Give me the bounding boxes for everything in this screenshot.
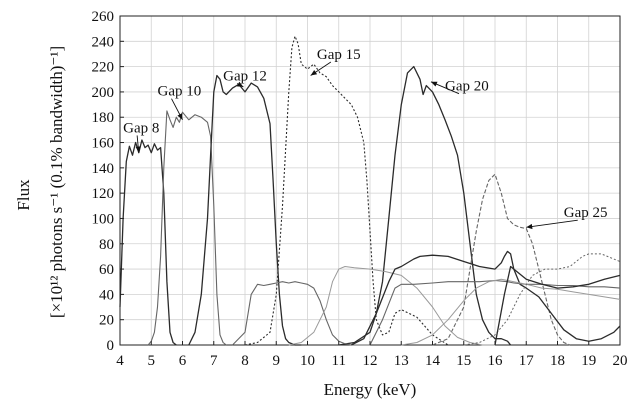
y-tick-label: 40 [99, 287, 114, 303]
y-tick-label: 80 [99, 237, 114, 253]
x-tick-label: 14 [425, 353, 441, 369]
x-tick-label: 9 [273, 353, 281, 369]
y-tick-label: 200 [92, 85, 115, 101]
annotation-label: Gap 10 [158, 84, 202, 100]
x-tick-label: 10 [300, 353, 315, 369]
y-tick-label: 140 [92, 161, 115, 177]
series-lines [119, 35, 621, 346]
annotation-label: Gap 12 [223, 69, 267, 85]
x-tick-label: 4 [116, 353, 124, 369]
x-axis-ticks: 4 5 6 7 8 9 10 11 12 13 14 15 16 17 18 19 20 [116, 341, 628, 369]
y-tick-label: 120 [92, 186, 115, 202]
series-line-2 [147, 110, 227, 346]
y-axis-units: [×10¹² photons s⁻¹ (0.1% bandwidth)⁻¹] [47, 46, 66, 318]
x-tick-label: 7 [210, 353, 218, 369]
y-tick-label: 240 [92, 34, 115, 50]
y-tick-label: 160 [92, 136, 115, 152]
series-line-7 [232, 281, 370, 346]
x-axis-label: Energy (keV) [324, 380, 417, 399]
x-tick-label: 12 [363, 353, 378, 369]
annotation-arrowhead [430, 81, 438, 87]
x-tick-label: 11 [332, 353, 346, 369]
y-tick-label: 180 [92, 110, 115, 126]
annotation-arrowhead [177, 113, 183, 120]
annotation-arrowhead [135, 146, 141, 153]
annotation-label: Gap 25 [564, 205, 608, 221]
x-tick-label: 15 [456, 353, 471, 369]
y-tick-label: 220 [92, 60, 115, 76]
x-tick-label: 8 [241, 353, 249, 369]
annotation-label: Gap 15 [317, 47, 361, 63]
y-tick-label: 60 [99, 262, 114, 278]
series-line-5 [338, 65, 512, 346]
series-line-6 [432, 173, 571, 346]
series-line-1 [119, 139, 177, 346]
annotation-arrow [526, 219, 578, 228]
x-tick-label: 18 [550, 353, 565, 369]
series-line-11 [401, 278, 621, 346]
x-tick-label: 5 [148, 353, 156, 369]
annotation-arrowhead [526, 223, 533, 230]
y-axis-label: Flux [14, 179, 33, 211]
x-tick-label: 17 [519, 353, 535, 369]
series-line-8 [288, 266, 495, 346]
gridlines [119, 15, 621, 346]
x-tick-label: 20 [613, 353, 628, 369]
y-tick-label: 20 [99, 313, 114, 329]
x-tick-label: 16 [488, 353, 504, 369]
y-axis-ticks: 0 20 40 60 80 100 120 140 160 180 200 220 240 260 [92, 9, 124, 354]
series-line-9 [351, 250, 621, 346]
series-line-13 [494, 265, 621, 346]
annotation-label: Gap 8 [123, 120, 159, 136]
x-tick-label: 6 [179, 353, 187, 369]
annotation-label: Gap 20 [445, 79, 489, 95]
annotation-arrowhead [310, 70, 318, 76]
y-tick-label: 100 [92, 211, 115, 227]
x-tick-label: 19 [581, 353, 596, 369]
series-line-4 [244, 35, 449, 346]
annotations: Gap 8 Gap 10 Gap 12 Gap 15 Gap 20 Gap 25 [123, 47, 608, 230]
y-tick-label: 0 [107, 338, 115, 354]
y-tick-label: 260 [92, 9, 115, 25]
annotation-arrowhead [236, 81, 244, 87]
series-line-3 [188, 74, 302, 346]
x-tick-label: 13 [394, 353, 409, 369]
